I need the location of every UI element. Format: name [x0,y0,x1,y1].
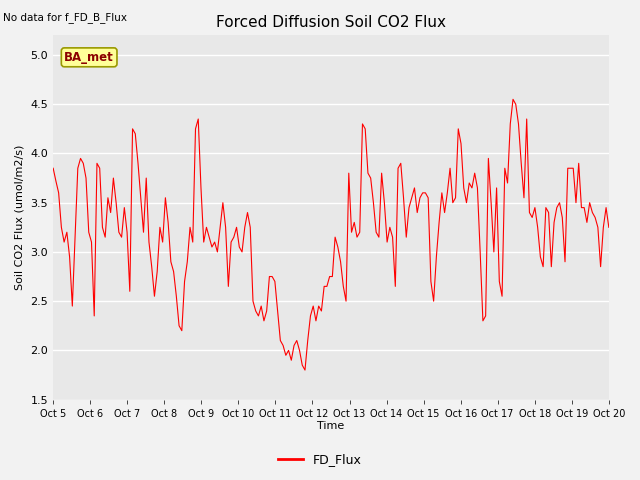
Text: No data for f_FD_B_Flux: No data for f_FD_B_Flux [3,12,127,23]
Y-axis label: Soil CO2 Flux (umol/m2/s): Soil CO2 Flux (umol/m2/s) [15,145,25,290]
Legend: FD_Flux: FD_Flux [273,448,367,471]
Text: BA_met: BA_met [64,51,114,64]
Title: Forced Diffusion Soil CO2 Flux: Forced Diffusion Soil CO2 Flux [216,15,446,30]
X-axis label: Time: Time [317,421,344,432]
